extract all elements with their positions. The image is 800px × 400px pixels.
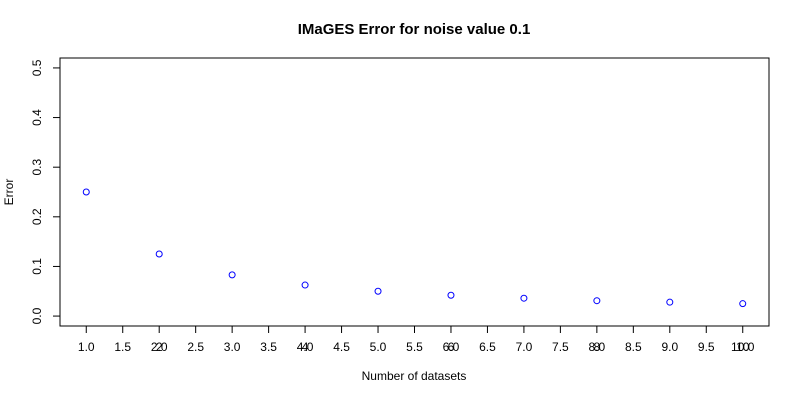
x-tick-label: 8.0 xyxy=(589,340,606,354)
data-point xyxy=(301,281,309,289)
data-point xyxy=(374,287,382,295)
x-axis-label: Number of datasets xyxy=(362,369,467,383)
data-point xyxy=(155,250,163,258)
x-tick-label: 7.0 xyxy=(516,340,533,354)
chart-title: IMaGES Error for noise value 0.1 xyxy=(298,21,531,38)
x-tick-label: 2.0 xyxy=(151,340,168,354)
x-tick-label: 8.5 xyxy=(625,340,642,354)
x-tick-label: 10.0 xyxy=(731,340,755,354)
x-tick-label: 1.5 xyxy=(114,340,131,354)
x-tick-label: 9.5 xyxy=(698,340,715,354)
y-tick-label: 0.2 xyxy=(30,208,44,225)
data-point xyxy=(739,300,747,308)
y-tick-label: 0.5 xyxy=(30,59,44,76)
x-tick-label-overlay: 4 xyxy=(302,340,309,354)
x-tick-label: 3.0 xyxy=(224,340,241,354)
y-axis-label: Error xyxy=(2,179,16,206)
x-tick-label: 6.5 xyxy=(479,340,496,354)
data-point xyxy=(666,298,674,306)
x-tick-label-overlay: 2 xyxy=(156,340,163,354)
x-tick-label-overlay: 10 xyxy=(736,340,750,354)
data-point xyxy=(520,294,528,302)
x-tick-label: 4.0 xyxy=(297,340,314,354)
x-tick-label: 6.0 xyxy=(443,340,460,354)
y-tick-label: 0.1 xyxy=(30,258,44,275)
data-point xyxy=(447,291,455,299)
data-point xyxy=(228,271,236,279)
x-tick-label: 3.5 xyxy=(260,340,277,354)
x-tick-label: 4.5 xyxy=(333,340,350,354)
x-tick-label: 2.5 xyxy=(187,340,204,354)
x-tick-label: 9.0 xyxy=(661,340,678,354)
x-tick-label: 5.0 xyxy=(370,340,387,354)
y-tick-label: 0.0 xyxy=(30,307,44,324)
x-tick-label: 1.0 xyxy=(78,340,95,354)
data-point xyxy=(593,297,601,305)
x-tick-label-overlay: 8 xyxy=(594,340,601,354)
x-tick-label-overlay: 6 xyxy=(448,340,455,354)
x-tick-label: 5.5 xyxy=(406,340,423,354)
y-tick-label: 0.4 xyxy=(30,109,44,126)
data-point xyxy=(82,188,90,196)
x-tick-label: 7.5 xyxy=(552,340,569,354)
y-tick-label: 0.3 xyxy=(30,159,44,176)
